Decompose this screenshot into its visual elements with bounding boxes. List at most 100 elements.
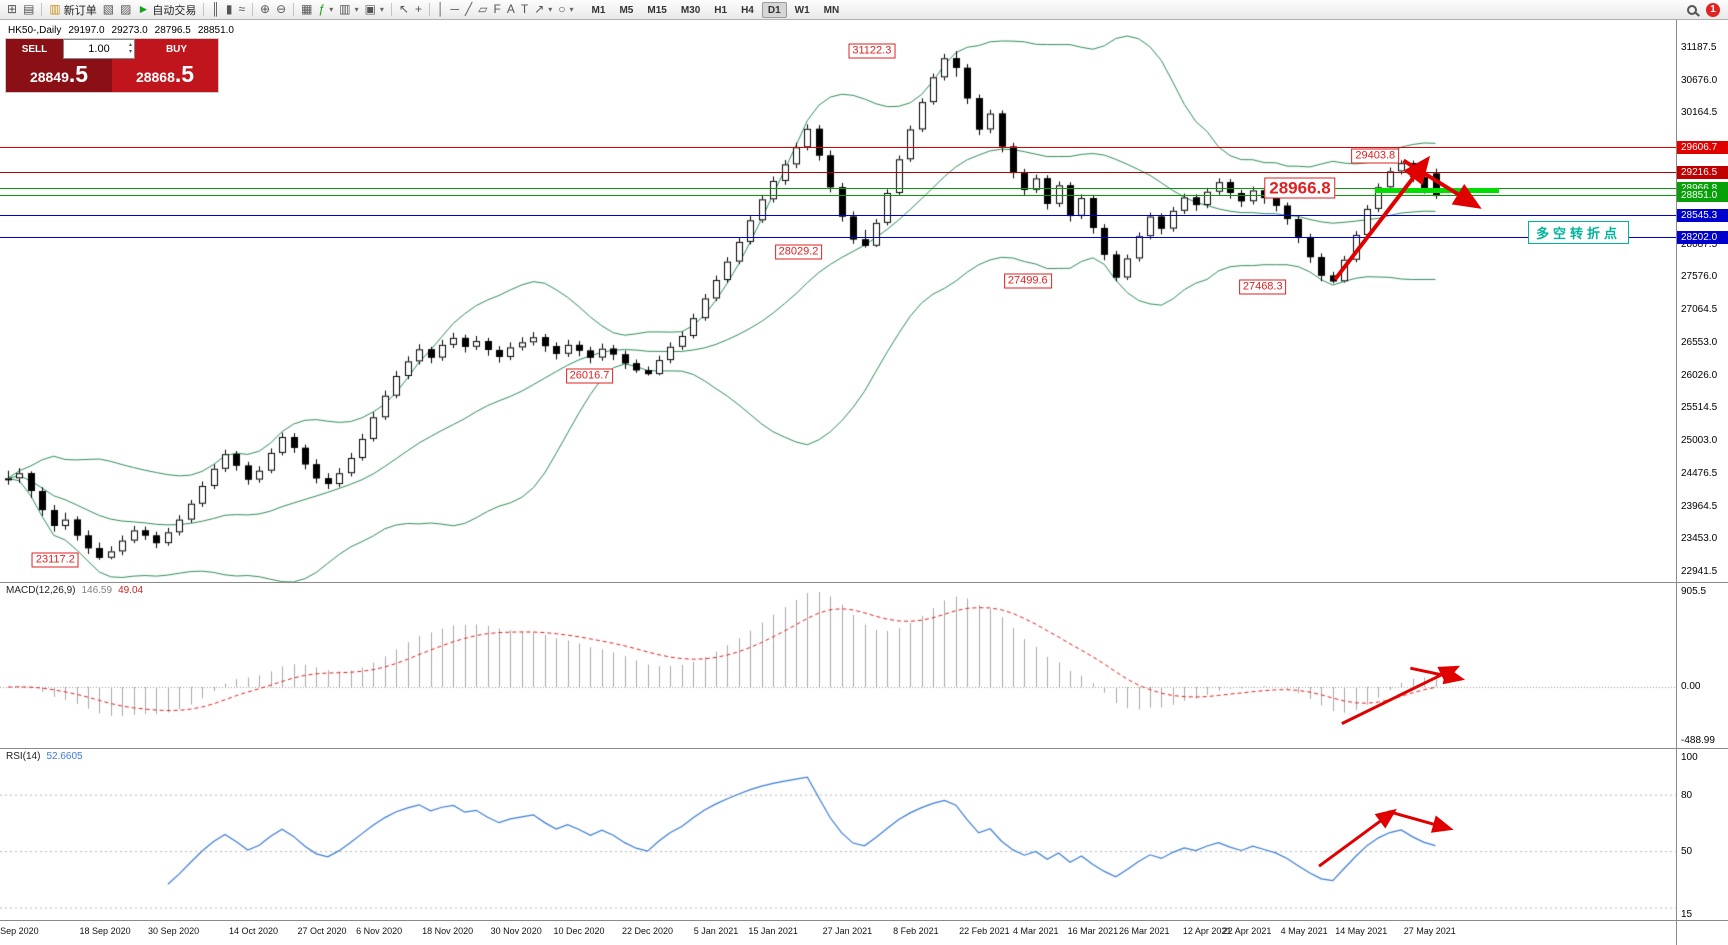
timeframe-m15[interactable]: M15 [647,4,667,16]
time-axis-label: 30 Sep 2020 [148,926,200,936]
volume-input[interactable]: 1.00 ▴ ▾ [63,39,135,59]
caret-down-icon: ▾ [569,5,574,14]
low-value: 28796.5 [154,25,191,36]
sell-price[interactable]: 28849.5 [6,59,112,92]
caret-down-icon: ▾ [329,5,334,14]
price-label-31122.3[interactable]: 31122.3 [848,43,896,59]
notification-badge[interactable]: 1 [1706,2,1720,17]
time-axis-label: 4 May 2021 [1280,926,1328,936]
time-axis-label: 16 Mar 2021 [1067,926,1119,936]
toolbar-right: 1 [1687,2,1720,17]
timeframe-d1[interactable]: D1 [761,1,787,18]
periods-icon[interactable]: ▥ ▾ [336,1,361,18]
panel-separator[interactable] [0,748,1728,749]
new-chart-icon: ⊞ [7,2,18,16]
timeframe-h4[interactable]: H4 [741,4,754,16]
high-value: 29273.0 [111,25,148,36]
shapes-icon: ○ [558,2,566,16]
macd-axis-label: 905.5 [1681,586,1707,597]
time-axis-label: 14 May 2021 [1335,926,1388,936]
new-chart-icon[interactable]: ⊞ [4,1,20,18]
zoom-out-icon: ⊖ [276,2,287,16]
spinner-up-icon[interactable]: ▴ [128,42,132,48]
time-axis-label: 27 May 2021 [1403,926,1456,936]
panel-separator[interactable] [0,582,1728,583]
arrow-tool-icon[interactable]: ↗ ▾ [531,1,555,18]
candlestick-chart-icon[interactable]: ▮ [223,1,236,18]
horizontal-line-28545.3[interactable] [0,215,1676,216]
shapes-icon[interactable]: ○ ▾ [555,1,576,18]
spinner-down-icon[interactable]: ▾ [128,49,132,55]
zoom-out-icon[interactable]: ⊖ [273,1,289,18]
templates-icon[interactable]: ▣ ▾ [362,1,387,18]
tile-windows-icon[interactable]: ▦ [298,1,315,18]
trade-widget-prices: 28849.5 28868.5 [6,59,218,92]
label-icon[interactable]: T [518,1,531,18]
channel-icon[interactable]: ▱ [475,1,490,18]
volume-spinner[interactable]: ▴ ▾ [129,42,132,56]
timeframe-mn[interactable]: MN [823,4,840,16]
indicators-icon[interactable]: ƒ ▾ [316,1,337,18]
price-axis-tick: 22941.5 [1681,566,1718,577]
horizontal-line-28202[interactable] [0,237,1676,238]
buy-button[interactable]: BUY [135,39,218,59]
price-axis-tick: 24476.5 [1681,468,1718,480]
zoom-in-icon[interactable]: ⊕ [257,1,273,18]
time-axis-label: 18 Nov 2020 [422,926,474,936]
text-icon[interactable]: A [504,1,518,18]
timeframe-w1[interactable]: W1 [794,4,810,16]
fibonacci-icon[interactable]: F [491,1,504,18]
chart-window-icon: ▧ [102,2,115,16]
time-axis-label: 22 Apr 2021 [1222,926,1272,936]
macd-axis-label: -488.99 [1681,735,1715,746]
one-click-trading-widget: SELL 1.00 ▴ ▾ BUY 28849.5 28868.5 [6,39,218,92]
price-axis-tick: 26026.0 [1681,369,1718,381]
cursor-icon[interactable]: ↖ [396,1,412,18]
horizontal-line-29606.7[interactable] [0,147,1676,148]
turning-point-note[interactable]: 多空转折点 [1528,221,1630,244]
buy-price[interactable]: 28868.5 [112,59,218,92]
auto-trading-button[interactable]: ► 自动交易 [134,1,199,18]
horizontal-line-28966.8[interactable] [0,188,1676,189]
timeframe-m5[interactable]: M5 [619,4,634,16]
price-axis-tick: 25003.0 [1681,435,1718,446]
price-label-26016.7[interactable]: 26016.7 [565,368,614,384]
price-label-29403.8[interactable]: 29403.8 [1351,148,1400,164]
price-label-28029.2[interactable]: 28029.2 [774,244,823,260]
time-axis-label: 15 Jan 2021 [748,926,798,936]
time-axis-label: 22 Feb 2021 [959,926,1010,936]
horizontal-line-28851[interactable] [0,195,1676,196]
price-label-27468.3[interactable]: 27468.3 [1238,279,1287,295]
support-zone-line[interactable] [1374,188,1500,194]
timeframe-m1[interactable]: M1 [591,4,606,16]
strategy-tester-icon[interactable]: ▨ [117,1,134,18]
trendline-icon[interactable]: ╱ [462,1,475,18]
timeframe-m30[interactable]: M30 [680,4,701,16]
timeframe-h1[interactable]: H1 [714,4,728,16]
line-chart-icon[interactable]: ≈ [235,1,248,18]
sell-price-main: 28849 [29,69,69,85]
price-axis-tick: 27064.5 [1681,304,1718,315]
toolbar-separator [429,3,431,16]
horizontal-line-icon[interactable]: ─ [448,1,463,18]
sell-price-pip: .5 [68,61,89,87]
search-icon[interactable] [1687,4,1697,15]
chart-window-icon[interactable]: ▧ [100,1,117,18]
sell-button[interactable]: SELL [6,39,63,59]
crosshair-icon[interactable]: + [412,1,425,18]
templates-icon: ▣ [364,2,376,16]
horizontal-line-29216.5[interactable] [0,172,1676,173]
profiles-icon[interactable]: ▤ [20,1,37,18]
price-tag-28851.0: 28851.0 [1677,189,1728,203]
price-label-23117.2[interactable]: 23117.2 [31,552,79,568]
price-label-28966.8[interactable]: 28966.8 [1264,177,1336,199]
vertical-line-icon[interactable]: │ [434,1,448,18]
line-chart-icon: ≈ [238,2,246,16]
bar-chart-icon[interactable]: ║ [208,1,223,18]
strategy-tester-icon: ▨ [120,2,132,16]
new-order-button[interactable]: ▥ 新订单 [46,1,99,18]
panel-separator[interactable] [0,920,1728,921]
time-axis-label: 10 Dec 2020 [553,926,605,936]
price-label-27499.6[interactable]: 27499.6 [1003,273,1052,289]
